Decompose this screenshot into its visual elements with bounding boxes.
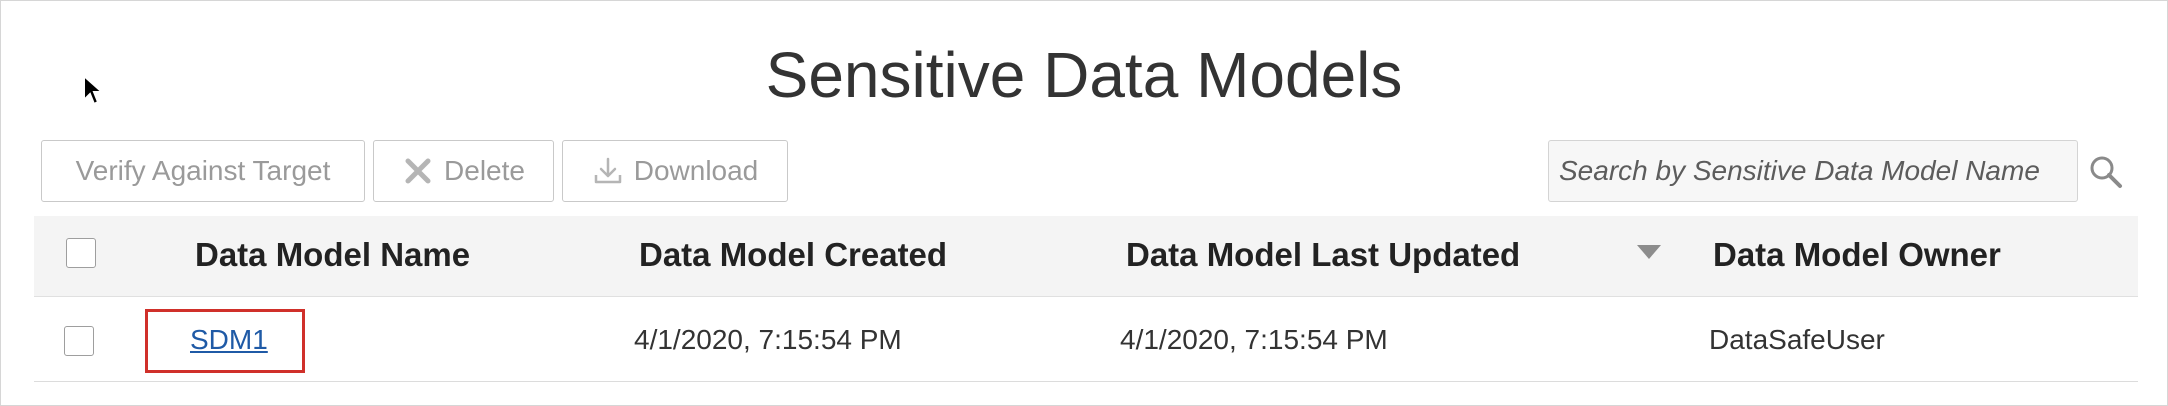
sort-descending-icon[interactable] bbox=[1636, 244, 1662, 260]
highlight-box bbox=[145, 309, 305, 373]
select-all-checkbox[interactable] bbox=[66, 238, 96, 268]
magnifier-icon[interactable] bbox=[2088, 154, 2124, 190]
delete-button[interactable]: Delete bbox=[373, 140, 554, 202]
download-button-label: Download bbox=[633, 155, 759, 186]
search-input[interactable] bbox=[1548, 140, 2078, 202]
page-title: Sensitive Data Models bbox=[765, 39, 1403, 111]
verify-button-label: Verify Against Target bbox=[75, 155, 331, 186]
row-checkbox[interactable] bbox=[64, 326, 94, 356]
download-icon bbox=[594, 157, 621, 184]
column-header-owner[interactable]: Data Model Owner bbox=[1713, 236, 2001, 273]
data-model-owner-cell: DataSafeUser bbox=[1709, 324, 1885, 355]
data-model-name-link[interactable]: SDM1 bbox=[190, 324, 268, 355]
verify-against-target-button[interactable]: Verify Against Target bbox=[41, 140, 365, 202]
column-header-created[interactable]: Data Model Created bbox=[639, 236, 948, 273]
data-model-created-cell: 4/1/2020, 7:15:54 PM bbox=[634, 324, 902, 355]
download-button[interactable]: Download bbox=[562, 140, 788, 202]
data-model-updated-cell: 4/1/2020, 7:15:54 PM bbox=[1120, 324, 1388, 355]
mouse-pointer-icon bbox=[83, 74, 105, 106]
delete-button-label: Delete bbox=[444, 155, 525, 186]
x-icon bbox=[405, 158, 431, 184]
column-header-name[interactable]: Data Model Name bbox=[195, 236, 471, 273]
table-header bbox=[34, 216, 2138, 297]
column-header-last-updated[interactable]: Data Model Last Updated bbox=[1126, 236, 1521, 273]
table-row bbox=[34, 297, 2138, 382]
